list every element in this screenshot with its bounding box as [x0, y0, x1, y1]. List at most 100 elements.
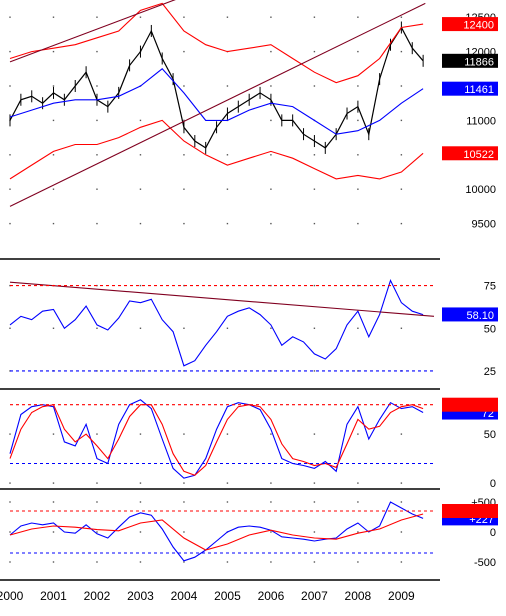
- x-tick-label: 2000: [0, 589, 24, 603]
- grid-dot: [9, 561, 11, 563]
- grid-dot: [270, 561, 272, 563]
- grid-dot: [183, 370, 185, 372]
- grid-dot: [313, 327, 316, 329]
- grid-dot: [313, 370, 316, 372]
- grid-dot: [96, 482, 98, 484]
- grid-dot: [270, 50, 272, 53]
- grid-dot: [270, 501, 272, 503]
- grid-dot: [226, 85, 229, 87]
- grid-dot: [357, 188, 359, 190]
- grid-dot: [96, 222, 98, 225]
- grid-dot: [9, 501, 11, 503]
- series-stoch_d: [9, 404, 424, 476]
- series-rsi: [9, 279, 424, 367]
- grid-dot: [96, 119, 98, 122]
- grid-dot: [9, 154, 11, 156]
- grid-dot: [357, 16, 359, 18]
- grid-dot: [270, 327, 272, 329]
- grid-dot: [96, 188, 98, 190]
- x-tick-label: 2007: [301, 589, 328, 603]
- grid-dot: [226, 327, 229, 329]
- grid-dot: [357, 531, 359, 533]
- grid-dot: [96, 561, 98, 563]
- grid-dot: [313, 222, 316, 225]
- grid-dot: [183, 327, 185, 329]
- x-tick-label: 2009: [388, 589, 415, 603]
- grid-dot: [9, 482, 11, 484]
- series-channel: [9, 281, 435, 317]
- grid-dot: [357, 561, 359, 563]
- grid-dot: [357, 370, 359, 372]
- grid-dot: [270, 85, 272, 87]
- grid-dot: [52, 501, 55, 503]
- grid-dot: [52, 154, 55, 156]
- grid-dot: [226, 561, 229, 563]
- y-tick-label: 0: [490, 527, 496, 539]
- grid-dot: [313, 16, 316, 18]
- grid-dot: [139, 501, 142, 503]
- grid-dot: [226, 222, 229, 225]
- grid-dot: [139, 16, 142, 18]
- grid-dot: [313, 482, 316, 484]
- grid-dot: [183, 561, 185, 563]
- y-tick-label: -500: [474, 557, 496, 569]
- grid-dot: [313, 284, 316, 287]
- grid-dot: [52, 561, 55, 563]
- grid-dot: [96, 433, 98, 435]
- series-macd: [9, 501, 424, 562]
- grid-dot: [96, 327, 98, 329]
- series-channel: [9, 2, 426, 207]
- grid-dot: [313, 561, 316, 563]
- grid-dot: [139, 482, 142, 484]
- grid-dot: [9, 531, 11, 533]
- grid-dot: [400, 531, 403, 533]
- grid-dot: [400, 154, 403, 156]
- grid-dot: [96, 154, 98, 156]
- series-band: [9, 119, 424, 180]
- grid-dot: [183, 50, 185, 53]
- grid-dot: [52, 327, 55, 329]
- grid-dot: [313, 50, 316, 53]
- grid-dot: [9, 433, 11, 435]
- grid-dot: [357, 222, 359, 225]
- grid-dot: [313, 433, 316, 435]
- y-tick-label: 10000: [465, 184, 496, 196]
- grid-dot: [139, 284, 142, 287]
- grid-dot: [226, 433, 229, 435]
- series-average: [9, 68, 424, 135]
- grid-dot: [400, 119, 403, 122]
- grid-dot: [357, 327, 359, 329]
- series-band: [9, 2, 424, 84]
- x-tick-label: 2008: [345, 589, 372, 603]
- grid-dot: [400, 561, 403, 563]
- grid-dot: [226, 16, 229, 18]
- grid-dot: [183, 188, 185, 190]
- x-tick-label: 2005: [214, 589, 241, 603]
- grid-dot: [357, 154, 359, 156]
- grid-dot: [52, 16, 55, 18]
- grid-dot: [226, 188, 229, 190]
- grid-dot: [139, 154, 142, 156]
- grid-dot: [183, 482, 185, 484]
- grid-dot: [400, 433, 403, 435]
- x-tick-label: 2006: [258, 589, 285, 603]
- grid-dot: [400, 16, 403, 18]
- grid-dot: [52, 222, 55, 225]
- grid-dot: [313, 154, 316, 156]
- grid-dot: [139, 531, 142, 533]
- grid-dot: [96, 501, 98, 503]
- grid-dot: [400, 501, 403, 503]
- grid-dot: [183, 85, 185, 87]
- x-tick-label: 2002: [84, 589, 111, 603]
- grid-dot: [183, 222, 185, 225]
- value-tag-label: 12400: [463, 20, 494, 32]
- y-tick-label: 50: [484, 323, 496, 335]
- grid-dot: [139, 370, 142, 372]
- grid-dot: [270, 433, 272, 435]
- grid-dot: [9, 327, 11, 329]
- y-tick-label: 11000: [466, 115, 496, 127]
- grid-dot: [357, 433, 359, 435]
- x-tick-label: 2001: [40, 589, 67, 603]
- grid-dot: [357, 85, 359, 87]
